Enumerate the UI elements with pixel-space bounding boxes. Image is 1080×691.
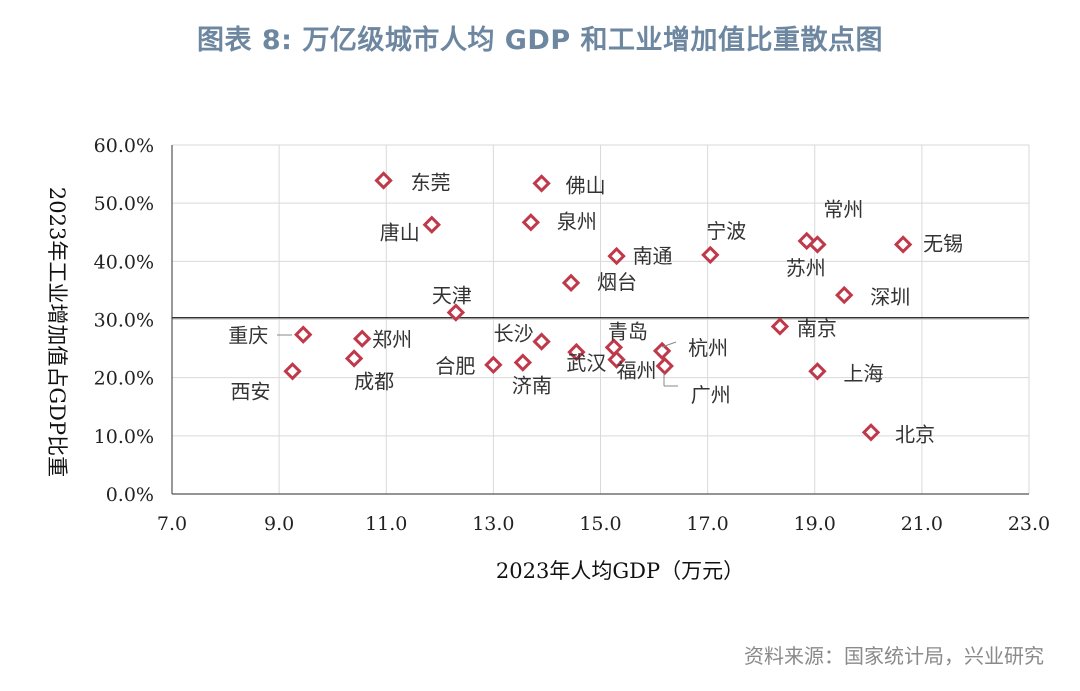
data-point (808, 362, 827, 381)
data-point (352, 329, 372, 348)
x-tick-label: 23.0 (1008, 513, 1050, 535)
data-point (652, 341, 672, 361)
point-label: 青岛 (608, 319, 648, 343)
y-axis-title: 2023年工业增加值占GDP比重 (45, 187, 69, 477)
data-point (607, 350, 626, 369)
y-tick-label: 0.0% (106, 484, 154, 506)
data-point (770, 317, 790, 336)
leader-line (661, 341, 677, 348)
x-tick-label: 11.0 (365, 513, 407, 535)
point-label: 合肥 (435, 354, 475, 378)
chart-title: 图表 8: 万亿级城市人均 GDP 和工业增加值比重散点图 (196, 25, 884, 56)
y-tick-label: 50.0% (94, 193, 154, 215)
point-label: 东莞 (411, 170, 451, 194)
point-label: 杭州 (688, 336, 728, 360)
data-point (374, 171, 393, 190)
point-label: 天津 (432, 284, 472, 308)
point-label: 苏州 (786, 256, 826, 280)
data-point (344, 349, 364, 368)
point-label: 郑州 (372, 328, 412, 352)
point-label: 成都 (354, 369, 394, 393)
data-point (701, 245, 720, 265)
y-tick-label: 40.0% (94, 251, 154, 273)
x-tick-label: 19.0 (794, 513, 836, 535)
point-label: 常州 (823, 197, 863, 221)
y-tick-label: 20.0% (94, 368, 154, 390)
data-point (521, 213, 541, 232)
x-axis-title: 2023年人均GDP（万元） (496, 559, 744, 583)
point-label: 长沙 (494, 322, 534, 346)
point-label: 宁波 (706, 219, 746, 243)
point-label: 济南 (512, 374, 552, 398)
data-point (797, 231, 816, 251)
point-label: 唐山 (380, 221, 420, 245)
data-point (294, 325, 313, 344)
data-point (604, 338, 624, 357)
data-point (607, 246, 626, 266)
data-point (835, 285, 854, 305)
point-label: 烟台 (597, 270, 637, 294)
point-label: 佛山 (566, 173, 606, 197)
y-tick-label: 10.0% (94, 426, 154, 448)
x-tick-label: 9.0 (264, 513, 294, 535)
data-point (532, 174, 551, 193)
data-point (532, 332, 551, 351)
point-label: 泉州 (557, 209, 597, 233)
x-tick-label: 17.0 (686, 513, 728, 535)
data-point (893, 235, 913, 254)
source-note: 资料来源：国家统计局，兴业研究 (744, 644, 1044, 668)
data-point (655, 356, 674, 376)
x-tick-label: 7.0 (157, 513, 187, 535)
y-tick-label: 60.0% (94, 135, 154, 157)
point-label: 武汉 (566, 351, 606, 375)
data-point (513, 353, 533, 372)
point-label: 南通 (633, 244, 673, 268)
point-label: 上海 (843, 361, 883, 385)
x-tick-label: 15.0 (579, 513, 621, 535)
point-label: 深圳 (870, 285, 910, 309)
x-tick-label: 13.0 (472, 513, 514, 535)
data-point (484, 355, 503, 375)
data-point (861, 423, 881, 442)
point-label: 无锡 (923, 231, 963, 255)
data-point (567, 342, 586, 362)
point-label: 西安 (231, 379, 271, 403)
data-point (283, 362, 302, 381)
axis-layer: 0.0% 10.0% 20.0% 30.0% 40.0% 50.0% 60.0% 7.0 9.0… (94, 135, 1051, 535)
point-label: 北京 (895, 422, 935, 446)
point-label: 福州 (617, 359, 657, 383)
point-label: 重庆 (228, 324, 268, 348)
data-point (446, 303, 466, 322)
point-label: 广州 (691, 383, 731, 407)
point-label: 南京 (797, 316, 837, 340)
y-tick-label: 30.0% (94, 310, 154, 332)
data-point (422, 215, 441, 234)
data-point (561, 273, 581, 293)
x-tick-label: 21.0 (901, 513, 943, 535)
